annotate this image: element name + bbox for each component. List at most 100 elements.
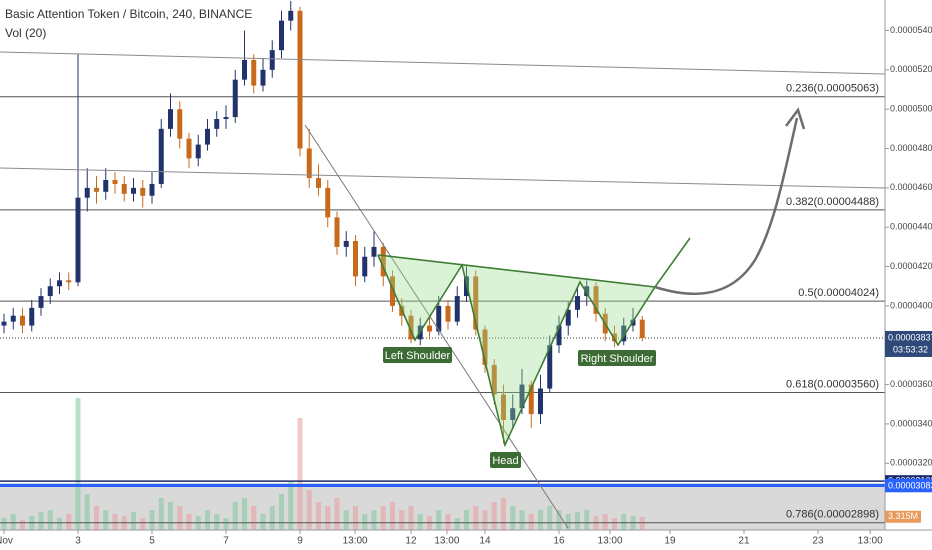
candle-body xyxy=(325,187,331,218)
volume-bar xyxy=(408,506,414,530)
fib-label: 0.786(0.00002898) xyxy=(786,509,879,521)
volume-bar xyxy=(241,498,247,530)
candle-body xyxy=(56,280,62,287)
volume-bar xyxy=(75,398,81,530)
volume-bar xyxy=(84,494,90,530)
x-tick-label: 12 xyxy=(405,536,417,547)
candle-body xyxy=(445,305,451,322)
x-tick-label: 13:00 xyxy=(598,536,623,547)
candle-body xyxy=(556,325,562,346)
candle-body xyxy=(140,187,146,196)
x-tick-label: 5 xyxy=(149,536,155,547)
volume-bar xyxy=(66,514,72,530)
volume-bar xyxy=(103,510,109,530)
volume-bar xyxy=(1,518,7,530)
volume-bar xyxy=(232,502,238,530)
volume-title: Vol (20) xyxy=(5,26,46,40)
candle-body xyxy=(510,408,516,420)
annotation-box xyxy=(578,350,656,366)
candle-body xyxy=(482,329,488,365)
volume-bar xyxy=(602,514,608,530)
fib-label: 0.236(0.00005063) xyxy=(786,83,879,95)
candle-body xyxy=(167,109,173,129)
fib-label: 0.382(0.00004488) xyxy=(786,196,879,208)
candle-body xyxy=(491,364,497,395)
x-tick-label: 13:00 xyxy=(858,536,883,547)
volume-bar xyxy=(251,506,257,530)
current-price-label: 0.00003837 xyxy=(888,332,932,342)
time-axis-bg xyxy=(0,530,932,550)
candle-body xyxy=(103,180,109,192)
current-price-bg xyxy=(885,330,932,357)
volume-bar xyxy=(38,512,44,530)
annotation: Right Shoulder xyxy=(581,353,654,365)
candle-body xyxy=(611,333,617,342)
candle-body xyxy=(29,307,35,326)
neckline xyxy=(377,254,656,288)
volume-bar xyxy=(278,494,284,530)
candle-body xyxy=(547,345,553,389)
candle-body xyxy=(584,286,590,297)
candle-body xyxy=(269,50,275,70)
volume-bar xyxy=(473,506,479,530)
volume-label: 3.315M xyxy=(888,511,918,521)
annotation-box xyxy=(490,452,521,468)
x-tick-label: 16 xyxy=(553,536,565,547)
volume-bar xyxy=(306,490,312,530)
candle-body xyxy=(306,148,312,179)
volume-bar xyxy=(389,502,395,530)
candle-body xyxy=(195,144,201,159)
x-tick-label: 14 xyxy=(479,536,491,547)
volume-bar xyxy=(565,514,571,530)
candle-body xyxy=(639,319,645,338)
candle-body xyxy=(158,128,164,184)
volume-bar xyxy=(158,498,164,530)
volume-bar xyxy=(269,506,275,530)
price-line-label: 0.00003083 xyxy=(888,481,932,491)
countdown: 03:53:32 xyxy=(893,344,928,354)
drawings: Left Shoulder Head Right Shoulder xyxy=(0,51,886,529)
volume-bar xyxy=(417,514,423,530)
chart-title: Basic Attention Token / Bitcoin, 240, BI… xyxy=(5,7,252,21)
candle-body xyxy=(574,296,580,310)
volume-bar xyxy=(399,510,405,530)
candle-body xyxy=(528,384,534,415)
candle-body xyxy=(66,280,72,283)
price-line-label-bg xyxy=(885,480,932,493)
candle-body xyxy=(241,60,247,80)
volume-bar xyxy=(621,514,627,530)
trend-line xyxy=(304,124,569,529)
volume-bar xyxy=(325,506,331,530)
candle-body xyxy=(565,309,571,326)
volume-bar xyxy=(260,514,266,530)
candle-body xyxy=(389,276,395,306)
volume-bar xyxy=(343,510,349,530)
candle-body xyxy=(343,240,349,247)
candle-body xyxy=(251,60,257,86)
candle-body xyxy=(473,276,479,330)
volume-bar xyxy=(297,418,303,530)
volume-bar xyxy=(352,506,358,530)
volume-bar xyxy=(223,518,229,530)
candle-body xyxy=(352,240,358,277)
candle-body xyxy=(288,10,294,21)
candle-body xyxy=(297,10,303,149)
x-tick-label: Nov xyxy=(0,536,13,547)
annotation-box xyxy=(383,347,452,363)
volume-bar xyxy=(167,502,173,530)
pattern-line xyxy=(377,237,691,448)
volume-bar xyxy=(204,510,210,530)
volume-bar xyxy=(574,512,580,530)
candle-body xyxy=(426,325,432,332)
volume-bar xyxy=(177,506,183,530)
candle-body xyxy=(371,246,377,257)
candle-body xyxy=(260,69,266,86)
volume-bar xyxy=(454,518,460,530)
x-tick-label: 13:00 xyxy=(434,536,459,547)
candle-body xyxy=(500,394,506,420)
